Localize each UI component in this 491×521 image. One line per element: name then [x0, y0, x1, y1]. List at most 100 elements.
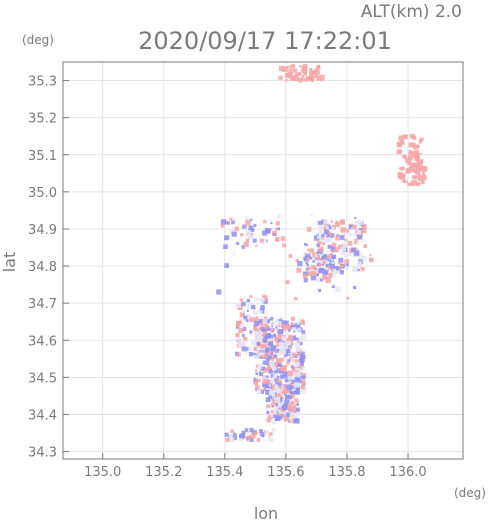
echo-point — [275, 326, 278, 329]
echo-point — [331, 242, 337, 248]
echo-point — [223, 244, 228, 250]
y-tick-label: 34.5 — [28, 371, 57, 386]
echo-point — [282, 416, 285, 420]
echo-point — [355, 229, 362, 236]
echo-point — [290, 323, 296, 329]
echo-point — [245, 220, 251, 226]
echo-point — [294, 297, 298, 301]
echo-point — [340, 227, 346, 233]
echo-point — [399, 167, 403, 171]
echo-point — [231, 231, 237, 237]
echo-point — [316, 243, 320, 248]
echo-point — [253, 346, 258, 351]
y-tick-label: 34.3 — [28, 446, 57, 461]
echo-point — [412, 162, 418, 168]
echo-point — [326, 255, 330, 259]
echo-point — [276, 334, 282, 340]
echo-point — [295, 407, 301, 412]
echo-point — [270, 327, 275, 332]
echo-point — [325, 263, 330, 268]
echo-point — [262, 338, 267, 343]
echo-point — [287, 375, 291, 379]
echo-point — [354, 241, 357, 245]
echo-point — [268, 334, 272, 338]
echo-point — [271, 366, 277, 371]
echo-point — [287, 394, 292, 400]
echo-point — [239, 318, 243, 322]
y-tick-label: 34.9 — [28, 223, 57, 238]
echo-point — [255, 387, 259, 391]
echo-point — [361, 228, 365, 233]
y-axis-label: lat — [0, 252, 19, 273]
echo-point — [291, 395, 295, 399]
echo-point — [297, 260, 303, 267]
echo-point — [235, 332, 240, 338]
echo-point — [288, 68, 293, 74]
echo-point — [253, 326, 259, 331]
echo-point — [280, 236, 286, 241]
echo-point — [270, 414, 274, 418]
echo-point — [309, 68, 313, 72]
echo-point — [337, 266, 340, 270]
echo-point — [280, 360, 284, 364]
echo-point — [278, 381, 282, 384]
echo-point — [244, 225, 247, 228]
echo-point — [309, 248, 315, 254]
echo-point — [216, 289, 222, 295]
echo-point — [285, 412, 290, 417]
echo-point — [265, 325, 271, 331]
echo-point — [242, 296, 246, 299]
echo-point — [287, 328, 291, 331]
echo-point — [312, 76, 316, 79]
echo-point — [276, 396, 280, 400]
echo-point — [360, 267, 365, 272]
echo-point — [258, 371, 264, 377]
echo-point — [288, 354, 291, 357]
echo-point — [398, 135, 404, 141]
echo-point — [286, 343, 290, 346]
echo-point — [276, 348, 281, 353]
echo-point — [224, 263, 229, 268]
echo-point — [278, 341, 285, 348]
echo-point — [274, 381, 279, 385]
echo-point — [276, 375, 280, 379]
x-tick-label: 135.0 — [84, 465, 121, 480]
echo-point — [289, 65, 292, 68]
echo-point — [305, 267, 309, 271]
echo-point — [269, 317, 274, 321]
echo-point — [255, 384, 260, 390]
echo-point — [331, 226, 335, 230]
echo-point — [417, 164, 424, 171]
echo-point — [416, 182, 420, 185]
y-unit-label: (deg) — [22, 33, 54, 47]
echo-point — [295, 386, 300, 391]
echo-point — [315, 75, 318, 78]
echo-point — [339, 234, 345, 240]
echo-point — [306, 227, 312, 232]
echo-point — [255, 379, 259, 383]
echo-point — [262, 376, 267, 381]
echo-point — [259, 432, 265, 437]
echo-point — [268, 393, 274, 400]
echo-point — [308, 74, 314, 79]
echo-point — [291, 412, 295, 415]
echo-point — [294, 398, 299, 403]
echo-point — [281, 320, 287, 326]
echo-point — [319, 257, 322, 260]
echo-point — [417, 174, 423, 180]
echo-point — [288, 353, 293, 357]
echo-point — [284, 364, 288, 368]
echo-point — [369, 254, 372, 257]
echo-point — [310, 77, 315, 82]
echo-point — [301, 65, 307, 71]
echo-point — [287, 359, 291, 363]
echo-point — [337, 261, 342, 265]
echo-point — [311, 265, 316, 270]
echo-point — [242, 224, 247, 229]
echo-point — [329, 248, 332, 252]
echo-point — [354, 247, 358, 251]
echo-point — [324, 238, 329, 243]
echo-point — [270, 357, 275, 362]
echo-point — [310, 214, 313, 217]
